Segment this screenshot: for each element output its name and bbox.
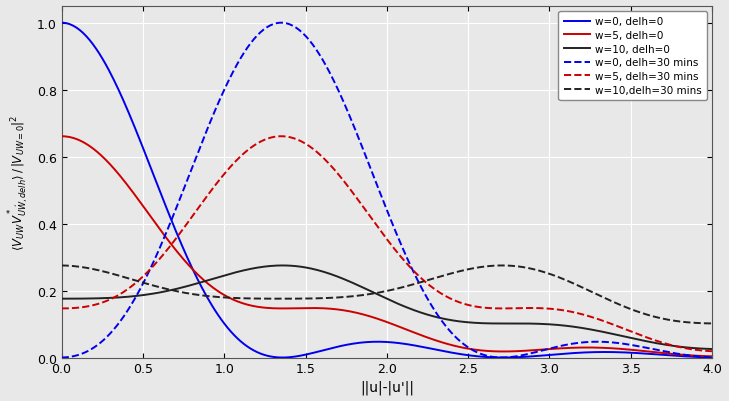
Legend: w=0, delh=0, w=5, delh=0, w=10, delh=0, w=0, delh=30 mins, w=5, delh=30 mins, w=: w=0, delh=0, w=5, delh=0, w=10, delh=0, … xyxy=(558,12,707,101)
w=5, delh=30 mins xyxy=(269,135,278,140)
w=0, delh=30 mins xyxy=(468,348,477,352)
w=0, delh=0 xyxy=(58,21,66,26)
w=5, delh=30 mins xyxy=(468,304,477,309)
w=10,delh=30 mins xyxy=(497,263,506,268)
w=10,delh=30 mins xyxy=(531,268,540,273)
w=10,delh=30 mins xyxy=(136,279,144,284)
w=10, delh=0 xyxy=(279,263,288,268)
w=5, delh=0 xyxy=(136,200,144,205)
w=5, delh=0 xyxy=(58,134,66,139)
w=0, delh=0 xyxy=(467,353,475,358)
w=10, delh=0 xyxy=(316,269,325,274)
w=0, delh=30 mins xyxy=(497,355,506,360)
Line: w=10,delh=30 mins: w=10,delh=30 mins xyxy=(62,266,712,324)
w=10,delh=30 mins xyxy=(708,321,717,326)
w=5, delh=30 mins xyxy=(277,134,286,139)
w=10,delh=30 mins xyxy=(269,296,278,301)
w=0, delh=0 xyxy=(136,138,144,143)
w=5, delh=0 xyxy=(530,348,539,352)
w=0, delh=30 mins xyxy=(316,55,325,60)
Y-axis label: $\langle V_{UW} V^*_{U\'W,delh} \rangle\,/\,|V_{UW=0}|^2$: $\langle V_{UW} V^*_{U\'W,delh} \rangle\… xyxy=(7,114,31,250)
Line: w=5, delh=30 mins: w=5, delh=30 mins xyxy=(62,137,712,351)
w=10,delh=30 mins xyxy=(58,263,66,268)
w=0, delh=30 mins xyxy=(708,355,717,360)
w=10, delh=0 xyxy=(136,294,144,298)
w=10, delh=0 xyxy=(531,322,540,326)
w=5, delh=30 mins xyxy=(529,306,537,311)
Line: w=0, delh=30 mins: w=0, delh=30 mins xyxy=(62,24,712,358)
w=10,delh=30 mins xyxy=(529,267,537,272)
w=0, delh=30 mins xyxy=(534,349,542,354)
Line: w=0, delh=0: w=0, delh=0 xyxy=(62,24,712,358)
w=10, delh=0 xyxy=(708,347,717,352)
w=5, delh=0 xyxy=(527,348,536,353)
w=10, delh=0 xyxy=(529,322,537,326)
w=0, delh=30 mins xyxy=(277,21,286,26)
w=0, delh=30 mins xyxy=(269,22,278,27)
X-axis label: ||u|-|u'||: ||u|-|u'|| xyxy=(360,380,414,394)
w=5, delh=0 xyxy=(315,306,324,311)
w=0, delh=0 xyxy=(531,354,540,358)
w=10,delh=30 mins xyxy=(467,267,475,271)
w=5, delh=0 xyxy=(708,354,717,359)
w=0, delh=0 xyxy=(499,355,508,360)
w=5, delh=30 mins xyxy=(316,154,325,158)
w=0, delh=0 xyxy=(529,354,537,359)
w=0, delh=0 xyxy=(315,349,324,354)
w=0, delh=30 mins xyxy=(58,355,66,360)
w=10, delh=0 xyxy=(468,320,477,325)
w=5, delh=30 mins xyxy=(136,277,144,282)
Line: w=10, delh=0: w=10, delh=0 xyxy=(62,266,712,349)
w=5, delh=30 mins xyxy=(531,306,540,311)
w=5, delh=0 xyxy=(467,347,475,352)
w=10, delh=0 xyxy=(269,264,278,269)
w=10, delh=0 xyxy=(58,296,66,301)
w=0, delh=30 mins xyxy=(136,288,144,292)
w=0, delh=0 xyxy=(269,354,278,359)
Line: w=5, delh=0: w=5, delh=0 xyxy=(62,137,712,356)
w=5, delh=0 xyxy=(269,306,278,311)
w=5, delh=30 mins xyxy=(708,349,717,354)
w=0, delh=30 mins xyxy=(530,350,539,355)
w=5, delh=30 mins xyxy=(58,306,66,311)
w=0, delh=0 xyxy=(708,355,717,360)
w=10,delh=30 mins xyxy=(315,296,324,301)
